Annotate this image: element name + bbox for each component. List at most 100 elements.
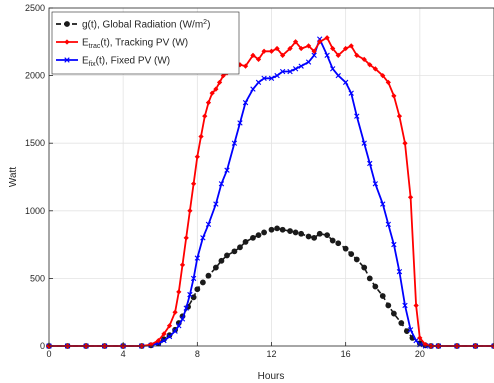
y-tick-label: 2500 [25, 3, 45, 13]
data-point [354, 52, 360, 58]
data-point [166, 323, 173, 329]
data-point [280, 52, 286, 58]
legend-label: Etrac(t), Tracking PV (W) [82, 38, 188, 51]
data-point [385, 302, 392, 309]
data-point [372, 283, 379, 290]
data-point [396, 113, 403, 119]
data-point [330, 45, 336, 52]
data-point [190, 294, 197, 301]
data-point [317, 39, 323, 45]
data-point [205, 272, 212, 279]
x-tick-label: 4 [121, 349, 126, 359]
data-point [187, 208, 193, 214]
data-point [216, 79, 223, 85]
data-point [361, 140, 367, 146]
data-point [292, 66, 299, 72]
data-point [413, 302, 419, 309]
data-point [261, 75, 267, 81]
data-point [343, 45, 349, 52]
legend-entry-global: g(t), Global Radiation (W/m2) [56, 19, 210, 31]
ticks: 0 4 8 12 16 20 0 500 1000 1500 2000 2500 [25, 3, 425, 359]
data-point [380, 72, 386, 79]
data-point [380, 201, 386, 207]
data-point [224, 252, 230, 259]
legend-label-suffix: (t), Fixed PV (W) [96, 56, 170, 67]
data-point [268, 48, 275, 54]
data-point [287, 45, 293, 52]
data-point [311, 48, 317, 54]
legend-entry-fixed: Efix(t), Fixed PV (W) [56, 56, 170, 69]
y-tick-label: 1000 [25, 206, 45, 216]
data-point [220, 72, 226, 79]
legend-entry-tracking: Etrac(t), Tracking PV (W) [56, 38, 188, 51]
data-point [361, 56, 367, 63]
series-fixed [46, 36, 494, 349]
data-point [316, 230, 323, 237]
legend-label-main: g(t), Global Radiation (W/m [82, 20, 203, 31]
data-point [213, 86, 219, 92]
data-point [161, 331, 167, 337]
y-tick-label: 1500 [25, 138, 45, 148]
data-point [348, 43, 354, 49]
y-tick-label: 2000 [25, 71, 45, 81]
x-tick-label: 20 [415, 349, 425, 359]
data-point [407, 327, 414, 333]
data-point [335, 52, 341, 58]
data-point [64, 57, 70, 63]
data-point [191, 181, 197, 187]
data-point [250, 234, 256, 241]
series-tracking [46, 35, 494, 349]
data-point [194, 154, 200, 160]
data-point [491, 343, 494, 349]
data-point [64, 39, 70, 45]
data-point [391, 241, 397, 248]
data-point [250, 52, 256, 58]
legend-label-subscript: trac [89, 43, 101, 50]
y-tick-label: 500 [30, 273, 45, 283]
data-point [261, 229, 267, 236]
data-point [324, 232, 331, 239]
x-tick-label: 0 [46, 349, 51, 359]
data-point [354, 113, 360, 119]
data-point [200, 235, 206, 241]
data-point [255, 56, 262, 63]
data-point [335, 240, 342, 247]
data-point [292, 39, 299, 45]
data-point [391, 93, 397, 99]
data-point [390, 310, 397, 317]
data-point [268, 75, 275, 81]
data-point [166, 333, 173, 340]
data-point [287, 228, 293, 234]
data-point [237, 120, 243, 126]
data-point [194, 286, 201, 293]
data-point [261, 48, 267, 54]
data-point [218, 257, 225, 264]
data-point [324, 52, 330, 59]
data-point [268, 226, 275, 233]
data-point [298, 230, 305, 237]
data-point [212, 264, 219, 271]
data-point [372, 66, 378, 72]
data-point [398, 320, 405, 326]
x-tick-label: 8 [195, 349, 200, 359]
series-line-tracking [49, 36, 494, 347]
data-point [64, 21, 70, 27]
data-point [242, 238, 249, 245]
data-point [329, 66, 336, 72]
x-tick-label: 12 [266, 349, 276, 359]
data-point [205, 100, 212, 106]
data-point [305, 43, 312, 49]
data-point [287, 68, 293, 75]
legend-label: Efix(t), Fixed PV (W) [82, 56, 170, 69]
data-point [183, 305, 189, 311]
data-point [305, 59, 312, 65]
data-point [205, 221, 212, 228]
data-point [396, 268, 403, 275]
data-point [199, 279, 206, 286]
data-point [198, 133, 204, 140]
data-point [402, 302, 408, 309]
data-point [311, 234, 318, 241]
legend-label-superscript: 2 [203, 19, 207, 26]
data-point [274, 72, 280, 79]
data-point [361, 264, 368, 271]
